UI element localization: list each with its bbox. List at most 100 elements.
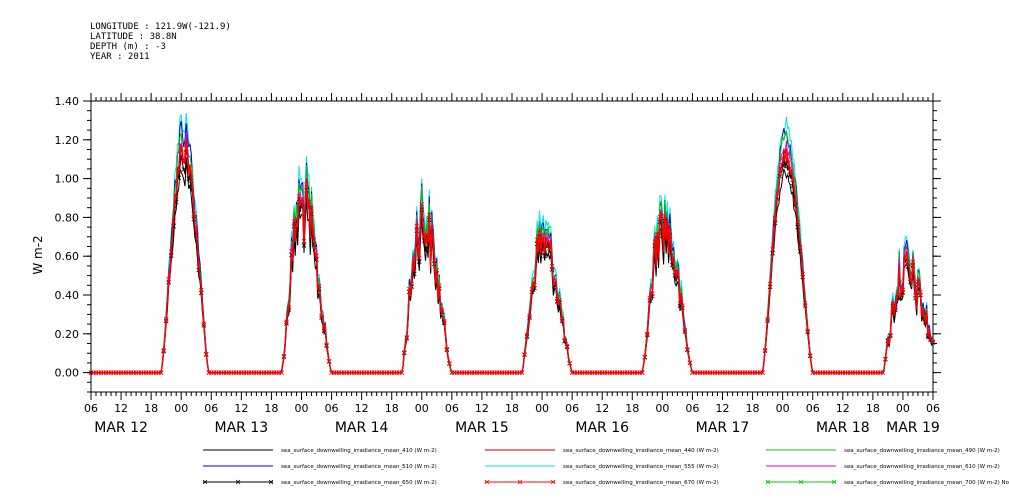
series-marker (554, 296, 560, 302)
series-marker (419, 201, 425, 207)
series-marker (655, 232, 660, 237)
plot-frame (90, 100, 934, 393)
series-marker (404, 334, 410, 340)
x-tick-label: 06 (204, 402, 218, 415)
legend-label: sea_surface_downwelling_irradiance_mean_… (563, 464, 719, 470)
latitude-text: LATITUDE : 38.8N (90, 32, 177, 42)
series-marker (890, 301, 896, 307)
series-marker (324, 342, 329, 348)
series-line (91, 155, 934, 374)
series-marker (685, 346, 690, 352)
legend-label: sea_surface_downwelling_irradiance_mean_… (563, 448, 719, 454)
series-marker (409, 281, 415, 287)
series-marker (529, 286, 535, 292)
series-marker (311, 237, 317, 243)
series-marker (564, 343, 570, 349)
series-marker (898, 293, 903, 298)
series-marker (191, 211, 197, 217)
x-tick-label: 12 (716, 402, 730, 415)
x-tick-label: 00 (415, 402, 429, 415)
series-marker (900, 287, 906, 293)
series-marker (657, 214, 663, 220)
series-marker (173, 194, 179, 199)
series-marker (321, 327, 327, 332)
series-marker (279, 370, 284, 375)
series-line (91, 131, 934, 374)
series-marker (549, 263, 555, 269)
series-marker (401, 350, 407, 355)
series-marker (777, 167, 783, 172)
series-marker (645, 331, 650, 337)
series-marker (527, 313, 532, 319)
series-marker (660, 228, 665, 234)
series-marker (309, 206, 314, 211)
series-marker (785, 157, 790, 162)
series-marker (762, 347, 768, 353)
series-marker (765, 316, 770, 322)
series-marker (193, 228, 199, 233)
series-marker (399, 370, 405, 375)
series-marker (883, 356, 888, 362)
legend-marker (517, 479, 523, 485)
series-marker (424, 232, 430, 237)
x-tick-label: 00 (535, 402, 549, 415)
series-line (91, 138, 934, 374)
x-day-label: MAR 14 (335, 420, 389, 436)
series-marker (775, 191, 780, 196)
series-line (91, 161, 934, 374)
series-marker (908, 276, 913, 282)
y-tick-label: 0.40 (55, 289, 80, 302)
series-marker (903, 253, 908, 259)
series-marker (422, 233, 427, 239)
series-marker (795, 219, 800, 225)
series-marker (289, 248, 294, 254)
series-marker (650, 291, 655, 296)
series-marker (790, 177, 795, 183)
legend-label: sea_surface_downwelling_irradiance_mean_… (281, 464, 437, 470)
y-tick-label: 0.80 (55, 211, 80, 224)
x-tick-label: 12 (595, 402, 609, 415)
series-marker (667, 229, 673, 234)
series-marker (562, 338, 567, 343)
x-tick-label: 00 (655, 402, 669, 415)
series-line (91, 130, 934, 374)
series-marker (522, 352, 527, 357)
series-line (91, 120, 934, 374)
x-tick-label: 06 (325, 402, 339, 415)
y-tick-label: 0.60 (55, 250, 80, 263)
series-line (91, 149, 934, 374)
series-marker (427, 212, 432, 218)
series-lines (88, 112, 936, 375)
series-marker (682, 327, 688, 333)
series-marker (910, 259, 916, 265)
y-axis-label: W m-2 (31, 235, 45, 274)
series-marker (802, 301, 808, 306)
series-marker (687, 360, 693, 365)
series-marker (166, 277, 171, 282)
legend-marker (235, 479, 241, 485)
series-marker (537, 230, 542, 235)
series-marker (805, 328, 810, 334)
series-marker (880, 370, 886, 375)
series-marker (640, 370, 645, 375)
x-tick-label: 12 (114, 402, 128, 415)
x-tick-label: 06 (565, 402, 579, 415)
series-marker (524, 333, 530, 338)
series-marker (792, 197, 798, 203)
series-marker (532, 282, 537, 288)
series-marker (913, 293, 918, 298)
series-marker (888, 332, 893, 338)
legend-marker (550, 479, 556, 485)
x-tick-label: 18 (144, 402, 158, 415)
x-tick-label: 06 (445, 402, 459, 415)
x-tick-label: 06 (926, 402, 940, 415)
series-marker (429, 225, 435, 230)
x-day-label: MAR 17 (696, 420, 750, 436)
series-marker (183, 142, 189, 148)
legend-label: sea_surface_downwelling_irradiance_mean_… (563, 480, 719, 486)
series-marker (304, 182, 309, 187)
series-marker (542, 253, 547, 259)
series-marker (552, 280, 557, 286)
series-marker (885, 337, 891, 343)
series-marker (559, 316, 565, 322)
